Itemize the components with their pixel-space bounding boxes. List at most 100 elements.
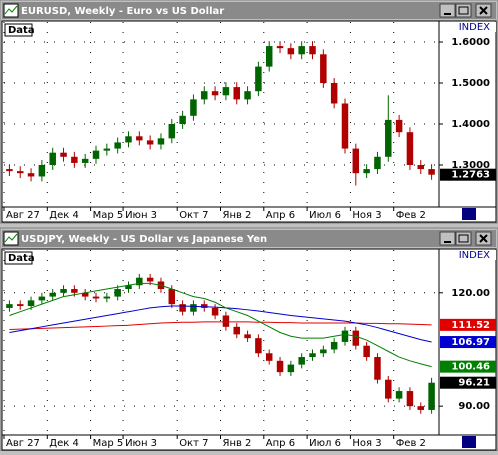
data-label-box xyxy=(4,23,33,37)
x-tick-label: Июл 6 xyxy=(309,438,341,449)
data-label: Data xyxy=(8,253,35,264)
indicator-line xyxy=(9,282,432,368)
candle-body xyxy=(81,292,89,297)
candle-body xyxy=(125,285,132,290)
candle-body xyxy=(81,158,89,163)
candle-body xyxy=(103,148,111,151)
x-tick-label: Фев 2 xyxy=(396,438,426,449)
x-tick-label: Мар 5 xyxy=(93,210,124,221)
candle-body xyxy=(114,289,121,297)
axis-label: INDEX xyxy=(459,250,490,261)
candle-body xyxy=(406,132,414,165)
scroll-button[interactable] xyxy=(462,436,476,448)
candle-body xyxy=(16,304,24,307)
candle-body xyxy=(330,341,338,350)
candle-body xyxy=(136,136,143,141)
maximize-glyph xyxy=(458,6,469,15)
candle-body xyxy=(287,48,295,55)
candle-body xyxy=(27,173,35,177)
candle-body xyxy=(385,119,392,157)
candle-body xyxy=(201,304,208,308)
candle-body xyxy=(395,119,403,133)
x-tick-label: Янв 2 xyxy=(223,210,252,221)
candle-body xyxy=(60,289,67,293)
candle-body xyxy=(103,296,111,299)
candle-body xyxy=(309,353,316,358)
x-tick-label: Ноя 3 xyxy=(352,210,381,221)
candle-body xyxy=(374,156,381,170)
candle-body xyxy=(265,46,273,67)
candle-body xyxy=(6,169,13,172)
candle-body xyxy=(385,379,392,399)
candle-body xyxy=(38,296,46,301)
candle-body xyxy=(146,277,154,282)
candle-body xyxy=(222,315,230,327)
plot-area xyxy=(1,20,497,208)
price-tag xyxy=(440,360,496,373)
candle-body xyxy=(395,391,403,399)
candle-body xyxy=(201,91,208,100)
title-bar xyxy=(2,2,496,19)
price-tag xyxy=(440,168,496,181)
candle-body xyxy=(428,382,435,410)
candle-body xyxy=(320,54,327,83)
candle-body xyxy=(341,330,349,342)
candle-body xyxy=(168,289,176,305)
candle-body xyxy=(60,152,67,157)
candle-body xyxy=(125,136,132,143)
candle-body xyxy=(49,292,56,297)
data-label-box xyxy=(4,251,33,265)
candle-body xyxy=(428,169,435,175)
candle-body xyxy=(417,406,425,410)
price-tag-label: 111.52 xyxy=(451,320,490,331)
candle-body xyxy=(114,142,121,149)
minimize-button[interactable] xyxy=(439,3,456,18)
y-tick-label: 90.00 xyxy=(458,401,490,412)
candle-body xyxy=(136,277,143,286)
close-glyph xyxy=(479,6,488,15)
x-tick-label: Мар 5 xyxy=(93,438,124,449)
close-glyph xyxy=(479,234,488,243)
x-tick-label: Окт 7 xyxy=(179,438,208,449)
x-tick-label: Авг 27 xyxy=(6,438,40,449)
x-tick-label: Фев 2 xyxy=(396,210,426,221)
plot-area xyxy=(1,248,497,436)
candle-body xyxy=(244,91,251,100)
candle-body xyxy=(265,353,273,361)
candle-body xyxy=(211,91,219,96)
candle-body xyxy=(341,103,349,149)
candle-body xyxy=(146,140,154,145)
candle-body xyxy=(38,164,46,177)
maximize-button[interactable] xyxy=(455,3,472,18)
scroll-button[interactable] xyxy=(462,208,476,220)
candle-body xyxy=(417,164,425,170)
candle-body xyxy=(71,156,78,163)
candle-body xyxy=(27,300,35,307)
x-tick-label: Дек 4 xyxy=(49,438,79,449)
x-tick-label: Янв 2 xyxy=(223,438,252,449)
minimize-button[interactable] xyxy=(439,231,456,246)
x-tick-label: Июн 3 xyxy=(125,438,157,449)
candle-body xyxy=(374,357,381,380)
candle-body xyxy=(16,171,24,174)
price-tag-label: 1.2763 xyxy=(451,170,490,181)
candle-body xyxy=(406,391,414,407)
candle-body xyxy=(276,46,284,49)
time-axis-area xyxy=(1,206,497,223)
x-tick-label: Апр 6 xyxy=(266,438,295,449)
maximize-button[interactable] xyxy=(455,231,472,246)
price-tag-label: 96.21 xyxy=(458,378,490,389)
data-label: Data xyxy=(8,25,35,36)
price-tag xyxy=(440,376,496,389)
candle-body xyxy=(287,364,295,373)
candle-body xyxy=(309,46,316,55)
candle-body xyxy=(244,334,251,339)
price-tag-label: 106.97 xyxy=(451,337,490,348)
time-axis-area xyxy=(1,434,497,451)
candle-body xyxy=(92,296,100,299)
price-tag xyxy=(440,318,496,331)
title-bar xyxy=(2,230,496,247)
index-box xyxy=(440,250,496,260)
candle-body xyxy=(157,138,165,145)
